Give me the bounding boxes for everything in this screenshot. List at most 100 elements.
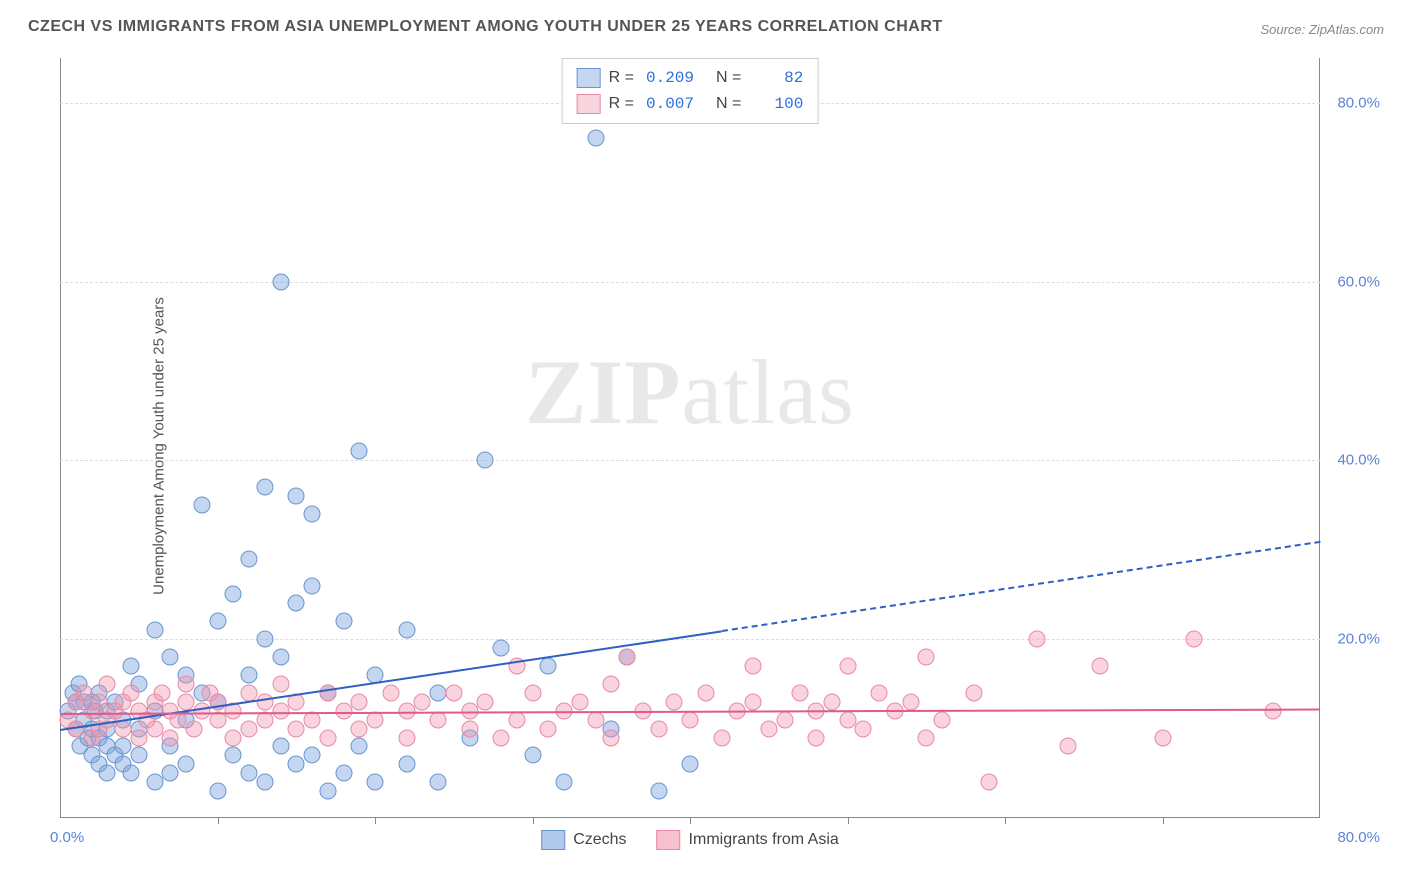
scatter-point (430, 684, 447, 701)
scatter-point (792, 684, 809, 701)
r-label: R = (609, 91, 634, 117)
scatter-point (122, 684, 139, 701)
scatter-point (477, 693, 494, 710)
scatter-point (154, 684, 171, 701)
scatter-point (430, 774, 447, 791)
scatter-point (115, 738, 132, 755)
scatter-point (193, 497, 210, 514)
y-tick-label: 80.0% (1337, 94, 1380, 111)
x-tick (218, 818, 219, 824)
scatter-point (241, 550, 258, 567)
scatter-point (351, 720, 368, 737)
scatter-point (130, 747, 147, 764)
x-tick-label-max: 80.0% (1337, 829, 1380, 846)
scatter-point (382, 684, 399, 701)
scatter-point (839, 711, 856, 728)
scatter-point (934, 711, 951, 728)
scatter-point (272, 273, 289, 290)
scatter-point (178, 675, 195, 692)
series-legend-item: Immigrants from Asia (657, 830, 839, 850)
scatter-point (493, 729, 510, 746)
scatter-point (335, 702, 352, 719)
scatter-point (319, 729, 336, 746)
scatter-point (477, 452, 494, 469)
scatter-point (855, 720, 872, 737)
scatter-point (524, 747, 541, 764)
scatter-point (682, 711, 699, 728)
gridline (60, 639, 1320, 640)
scatter-point (256, 693, 273, 710)
scatter-point (508, 711, 525, 728)
gridline (60, 282, 1320, 283)
scatter-point (524, 684, 541, 701)
legend-swatch (541, 830, 565, 850)
scatter-point (209, 783, 226, 800)
scatter-point (115, 720, 132, 737)
scatter-point (122, 765, 139, 782)
scatter-point (209, 613, 226, 630)
scatter-point (272, 649, 289, 666)
scatter-point (918, 649, 935, 666)
scatter-point (75, 684, 92, 701)
scatter-point (1060, 738, 1077, 755)
scatter-point (697, 684, 714, 701)
scatter-point (1186, 631, 1203, 648)
scatter-point (540, 720, 557, 737)
scatter-point (288, 720, 305, 737)
watermark-zip: ZIP (525, 341, 681, 443)
scatter-point (745, 658, 762, 675)
scatter-point (185, 720, 202, 737)
scatter-point (1091, 658, 1108, 675)
r-label: R = (609, 65, 634, 91)
scatter-point (256, 631, 273, 648)
scatter-point (461, 720, 478, 737)
scatter-point (99, 675, 116, 692)
scatter-point (146, 622, 163, 639)
scatter-point (351, 693, 368, 710)
x-tick (533, 818, 534, 824)
correlation-legend-row: R =0.007N =100 (577, 91, 804, 117)
watermark-atlas: atlas (681, 341, 855, 443)
scatter-point (902, 693, 919, 710)
scatter-point (241, 720, 258, 737)
x-tick (1163, 818, 1164, 824)
chart-title: CZECH VS IMMIGRANTS FROM ASIA UNEMPLOYME… (28, 18, 943, 36)
n-value: 100 (753, 91, 803, 117)
scatter-point (430, 711, 447, 728)
y-axis-line-right (1319, 58, 1320, 818)
x-tick (375, 818, 376, 824)
x-tick (690, 818, 691, 824)
scatter-point (713, 729, 730, 746)
r-value: 0.209 (646, 65, 696, 91)
y-tick-label: 20.0% (1337, 631, 1380, 648)
scatter-point (776, 711, 793, 728)
n-value: 82 (753, 65, 803, 91)
scatter-point (918, 729, 935, 746)
scatter-point (1264, 702, 1281, 719)
x-tick-label-min: 0.0% (50, 829, 84, 846)
series-legend-item: Czechs (541, 830, 626, 850)
scatter-point (304, 577, 321, 594)
scatter-point (650, 783, 667, 800)
scatter-point (745, 693, 762, 710)
scatter-point (178, 756, 195, 773)
scatter-point (91, 693, 108, 710)
scatter-point (871, 684, 888, 701)
source-attribution: Source: ZipAtlas.com (1260, 22, 1384, 37)
correlation-legend: R =0.209N =82R =0.007N =100 (562, 58, 819, 124)
legend-swatch (577, 68, 601, 88)
scatter-point (288, 488, 305, 505)
gridline (60, 460, 1320, 461)
scatter-point (619, 649, 636, 666)
correlation-scatter-chart: ZIPatlas 20.0%40.0%60.0%80.0%0.0%80.0%R … (60, 58, 1320, 818)
scatter-point (1154, 729, 1171, 746)
scatter-point (351, 738, 368, 755)
y-tick-label: 40.0% (1337, 452, 1380, 469)
scatter-point (99, 765, 116, 782)
scatter-point (241, 666, 258, 683)
scatter-point (130, 729, 147, 746)
scatter-point (587, 711, 604, 728)
scatter-point (571, 693, 588, 710)
scatter-point (603, 675, 620, 692)
scatter-point (288, 595, 305, 612)
